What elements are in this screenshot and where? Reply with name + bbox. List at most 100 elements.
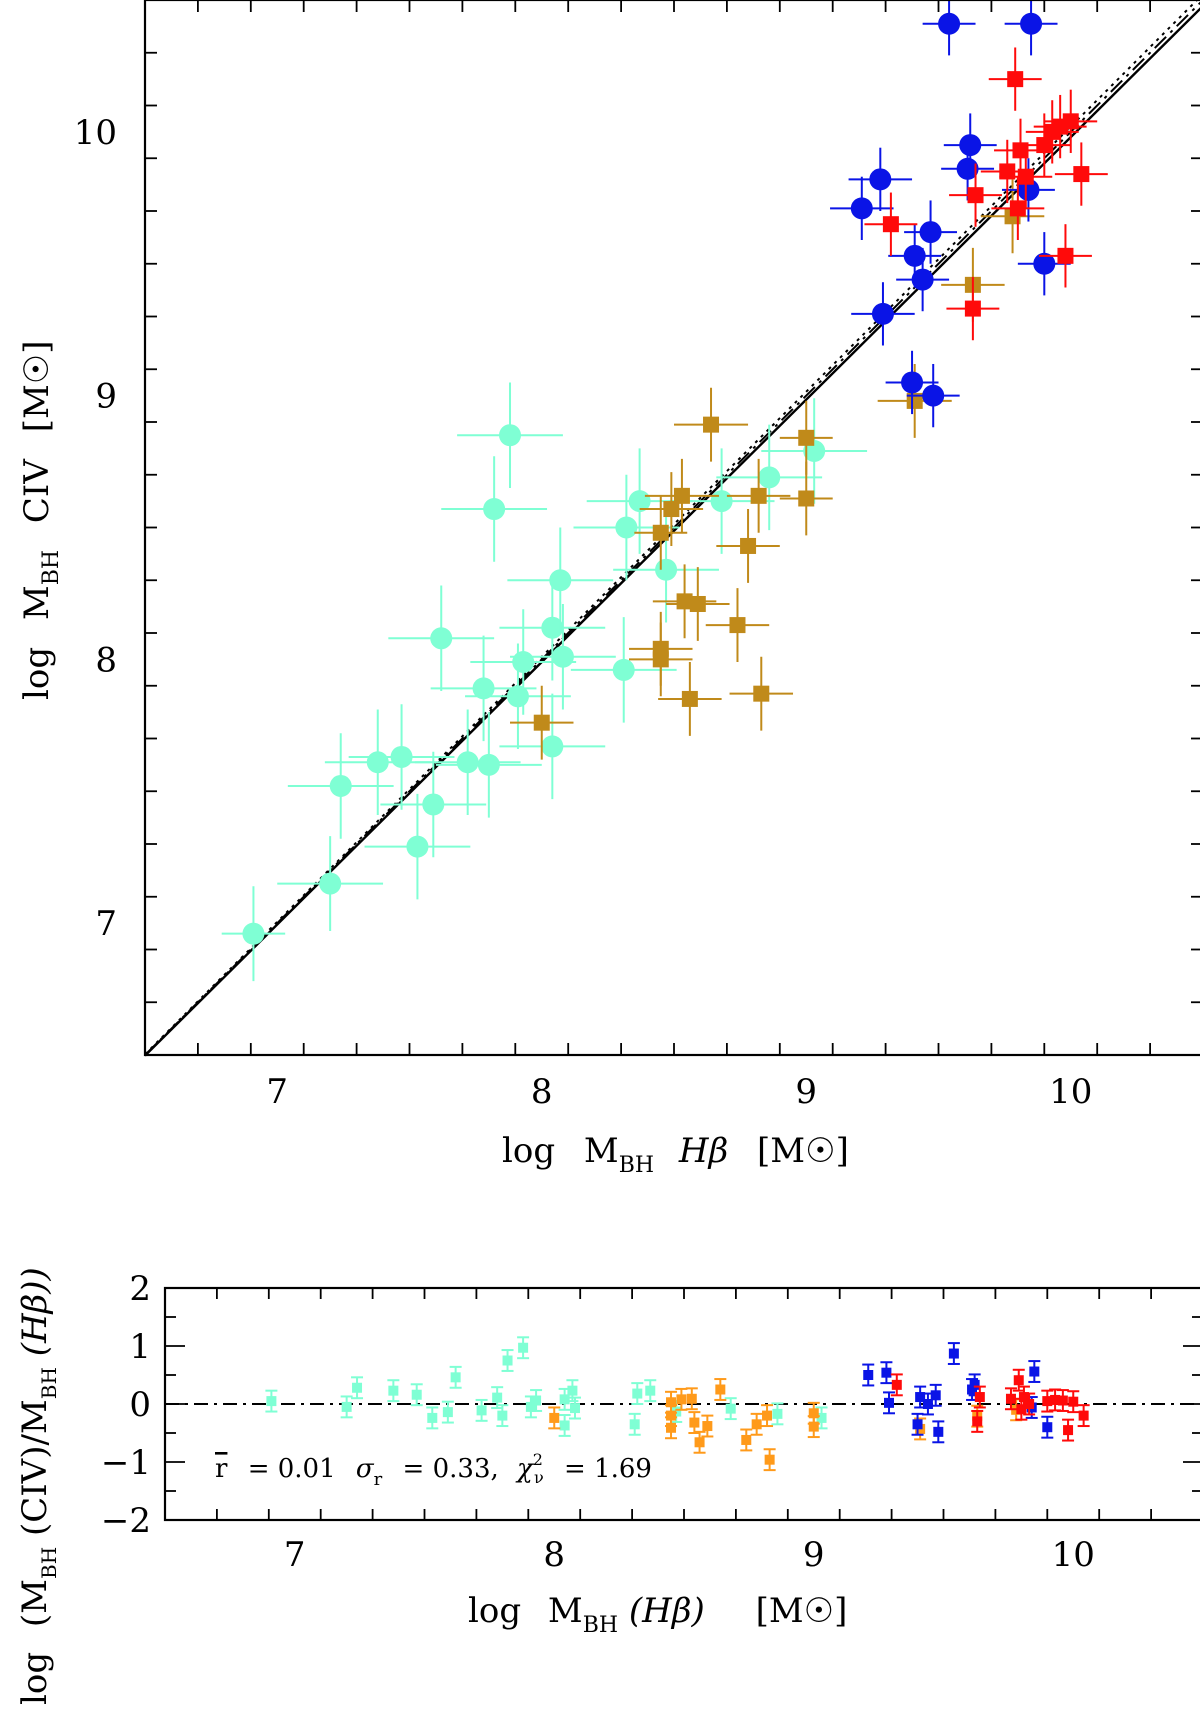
residual-marker [666,1422,677,1433]
residual-point [1056,1389,1069,1412]
residual-marker [632,1388,643,1399]
residual-marker [1024,1399,1035,1409]
stat-r-label: r [215,1454,228,1484]
residual-marker [715,1384,726,1395]
residual-point [750,1412,763,1436]
circle-marker [242,922,265,945]
circle-marker [477,753,500,776]
residual-point [675,1387,688,1411]
circle-marker [758,466,781,489]
data-point [779,400,833,475]
square-marker [703,416,720,433]
stat-chi: χ [515,1454,535,1484]
data-point [988,47,1042,111]
residual-point [340,1395,353,1419]
top-y-tick-label: 9 [95,377,117,417]
residual-marker [266,1396,277,1407]
circle-marker [422,793,445,816]
residual-marker [808,1421,819,1432]
circle-marker [506,685,529,708]
square-marker [906,392,923,409]
square-marker [652,524,669,541]
residual-point [701,1414,714,1438]
top-x-tick-label: 9 [795,1072,817,1112]
bot-y-sub2: BH [37,1367,61,1399]
data-point [864,192,918,256]
residual-marker [725,1403,736,1414]
data-point [388,585,495,692]
residual-marker [1005,1393,1016,1404]
square-marker [1007,71,1024,88]
top-tick-labels: 7 8 9 10 7 8 9 10 [74,113,1093,1112]
square-marker [967,187,984,204]
residual-marker [497,1410,508,1421]
square-marker [798,490,815,507]
data-point [922,0,976,56]
residual-marker [915,1392,926,1403]
bottom-y-tick-label: −2 [101,1501,151,1541]
residual-point [1028,1360,1041,1383]
residual-marker [751,1419,762,1430]
square-marker [673,487,690,504]
residual-point [693,1430,706,1454]
top-y-axis-label: log MBH CIV [M☉] [17,340,67,700]
top-y-sub: BH [39,550,64,585]
square-marker [676,593,693,610]
bottom-tick-labels: 7 8 9 10 −2 −1 0 1 2 [101,1269,1095,1575]
residual-point [763,1448,776,1472]
residual-marker [1018,1392,1029,1403]
residual-point [761,1404,774,1428]
stat-sigma: σ [356,1454,375,1484]
bot-x-unit: [M☉] [756,1591,848,1631]
residual-point [880,1361,893,1385]
residual-marker [666,1397,677,1408]
circle-marker [499,424,522,447]
data-point [726,458,791,533]
bot-x-log: log [468,1591,521,1631]
data-point [1054,142,1108,206]
residual-point [971,1409,984,1433]
top-y-log: log [17,647,57,700]
square-marker [1012,142,1029,159]
data-point [499,574,606,681]
circle-marker [938,12,961,35]
circle-marker [615,516,638,539]
residual-point [475,1398,488,1422]
stat-sigma-value: = 0.33, [403,1454,499,1484]
circle-marker [871,302,894,325]
data-point [277,836,384,932]
residual-point [1004,1387,1017,1411]
residual-point [449,1365,462,1389]
residual-marker [645,1385,656,1396]
residual-marker [559,1420,570,1431]
bot-y-close: (Hβ)) [15,1267,55,1356]
data-point [946,276,1000,341]
square-marker [729,617,746,634]
residual-point [740,1428,753,1452]
residual-point [1077,1404,1090,1428]
residual-marker [666,1410,677,1421]
circle-marker [430,627,453,650]
residual-marker [442,1407,453,1418]
circle-marker [549,569,572,592]
data-point [287,733,394,839]
top-x-tick-label: 10 [1049,1072,1092,1112]
residual-point [441,1400,454,1424]
top-axes-frame [143,0,1200,1057]
residual-point [807,1401,820,1425]
residual-marker [559,1394,570,1405]
residual-point [771,1402,784,1426]
square-marker [1017,168,1034,185]
circle-marker [512,651,535,674]
data-point [896,247,950,312]
circle-marker [869,168,892,191]
residual-point [628,1412,641,1436]
bottom-x-tick-label: 8 [543,1535,565,1575]
residual-marker [1078,1410,1089,1421]
residual-marker [427,1412,438,1423]
residual-point [426,1406,439,1430]
data-point [705,588,770,663]
residual-point [644,1379,657,1403]
residual-point [496,1404,509,1428]
